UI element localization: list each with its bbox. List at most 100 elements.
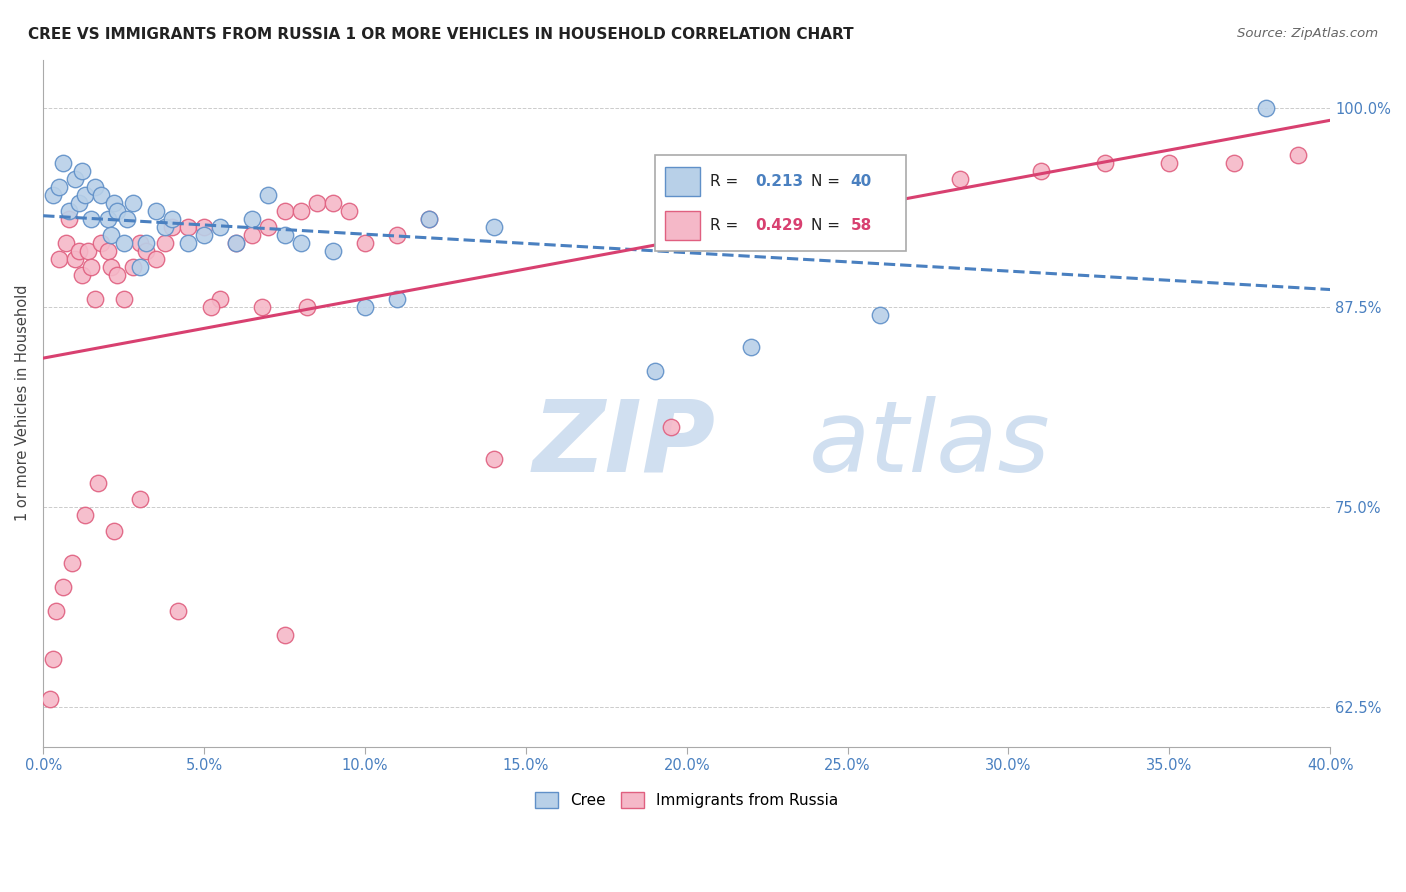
- Point: [38, 691, 60, 706]
- Point: [45, 604, 67, 618]
- Point: [160, 220, 183, 235]
- Point: [65, 172, 87, 186]
- Point: [67, 196, 90, 211]
- Point: [77, 244, 100, 259]
- Text: 0.213: 0.213: [755, 174, 804, 188]
- Point: [167, 604, 190, 618]
- Point: [740, 340, 762, 354]
- FancyBboxPatch shape: [665, 211, 700, 240]
- Text: N =: N =: [811, 174, 845, 188]
- Point: [122, 260, 145, 275]
- Point: [257, 188, 280, 202]
- Point: [337, 204, 360, 219]
- Point: [122, 196, 145, 211]
- Point: [225, 236, 247, 251]
- Point: [837, 172, 859, 186]
- Point: [385, 293, 408, 307]
- Point: [55, 236, 77, 251]
- Point: [135, 236, 157, 251]
- Point: [305, 196, 328, 211]
- Point: [177, 220, 200, 235]
- Point: [1159, 156, 1181, 170]
- Text: 0.429: 0.429: [755, 218, 804, 233]
- Point: [200, 300, 222, 314]
- Point: [209, 220, 232, 235]
- Legend: Cree, Immigrants from Russia: Cree, Immigrants from Russia: [529, 787, 845, 814]
- Point: [418, 212, 440, 227]
- Point: [87, 475, 110, 490]
- Point: [128, 491, 150, 506]
- Point: [240, 212, 263, 227]
- Point: [73, 188, 96, 202]
- Point: [949, 172, 972, 186]
- Point: [273, 204, 295, 219]
- Point: [42, 188, 65, 202]
- FancyBboxPatch shape: [665, 167, 700, 195]
- FancyBboxPatch shape: [655, 155, 905, 252]
- Text: 58: 58: [851, 218, 872, 233]
- Text: atlas: atlas: [808, 396, 1050, 493]
- Point: [155, 236, 177, 251]
- Point: [250, 300, 273, 314]
- Point: [96, 244, 118, 259]
- Point: [482, 220, 505, 235]
- Point: [83, 180, 105, 194]
- Point: [105, 268, 128, 283]
- Point: [659, 420, 682, 434]
- Point: [273, 228, 295, 243]
- Point: [290, 204, 312, 219]
- Point: [100, 260, 122, 275]
- Point: [128, 260, 150, 275]
- Point: [322, 196, 344, 211]
- Point: [257, 220, 280, 235]
- Point: [70, 268, 93, 283]
- Point: [209, 293, 232, 307]
- Point: [145, 204, 167, 219]
- Point: [385, 228, 408, 243]
- Point: [869, 308, 891, 322]
- Point: [418, 212, 440, 227]
- Point: [1254, 101, 1277, 115]
- Point: [103, 196, 125, 211]
- Point: [96, 212, 118, 227]
- Point: [51, 580, 73, 594]
- Point: [145, 252, 167, 267]
- Point: [90, 236, 112, 251]
- Text: R =: R =: [710, 174, 744, 188]
- Point: [105, 204, 128, 219]
- Point: [1094, 156, 1116, 170]
- Point: [322, 244, 344, 259]
- Point: [740, 196, 762, 211]
- Point: [48, 252, 70, 267]
- Text: ZIP: ZIP: [533, 396, 716, 493]
- Point: [273, 628, 295, 642]
- Point: [51, 156, 73, 170]
- Point: [58, 212, 80, 227]
- Point: [354, 300, 377, 314]
- Point: [193, 220, 215, 235]
- Point: [83, 293, 105, 307]
- Point: [70, 164, 93, 178]
- Point: [65, 252, 87, 267]
- Point: [1222, 156, 1244, 170]
- Point: [128, 236, 150, 251]
- Point: [58, 204, 80, 219]
- Point: [240, 228, 263, 243]
- Point: [48, 180, 70, 194]
- Point: [155, 220, 177, 235]
- Point: [644, 364, 666, 378]
- Point: [80, 212, 103, 227]
- Point: [100, 228, 122, 243]
- Point: [112, 236, 135, 251]
- Point: [354, 236, 377, 251]
- Text: 40: 40: [851, 174, 872, 188]
- Point: [42, 652, 65, 666]
- Text: R =: R =: [710, 218, 744, 233]
- Point: [1029, 164, 1052, 178]
- Text: Source: ZipAtlas.com: Source: ZipAtlas.com: [1237, 27, 1378, 40]
- Text: N =: N =: [811, 218, 845, 233]
- Point: [90, 188, 112, 202]
- Point: [112, 293, 135, 307]
- Point: [67, 244, 90, 259]
- Point: [135, 244, 157, 259]
